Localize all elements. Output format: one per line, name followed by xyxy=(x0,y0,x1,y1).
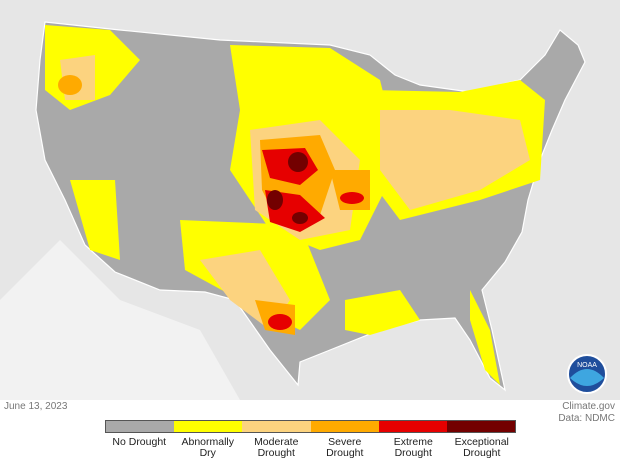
drought-map: NOAA xyxy=(0,0,620,400)
noaa-logo: NOAA xyxy=(567,354,607,394)
legend-swatch xyxy=(174,421,243,432)
date: June 13, 2023 xyxy=(4,401,68,412)
credit: Climate.gov xyxy=(562,401,615,412)
legend-swatch xyxy=(242,421,311,432)
legend-label: Severe Drought xyxy=(326,436,364,459)
legend-label: Moderate Drought xyxy=(254,436,299,459)
ocean-area xyxy=(0,240,240,400)
legend-swatch xyxy=(310,421,379,432)
legend-label: Abnormally Dry xyxy=(181,436,235,459)
legend-labels: No Drought Abnormally Dry Moderate Drought… xyxy=(105,437,516,459)
exceptional-drought-areas xyxy=(267,152,308,224)
legend-swatch xyxy=(106,421,175,432)
legend-bar xyxy=(105,420,516,433)
legend-label: No Drought xyxy=(112,436,167,448)
legend-label: Exceptional Drought xyxy=(454,436,509,459)
legend-swatch xyxy=(446,421,516,432)
svg-text:NOAA: NOAA xyxy=(577,362,597,369)
source: Data: NDMC xyxy=(558,413,615,424)
legend-swatch xyxy=(378,421,447,432)
legend-label: Extreme Drought xyxy=(393,436,433,459)
